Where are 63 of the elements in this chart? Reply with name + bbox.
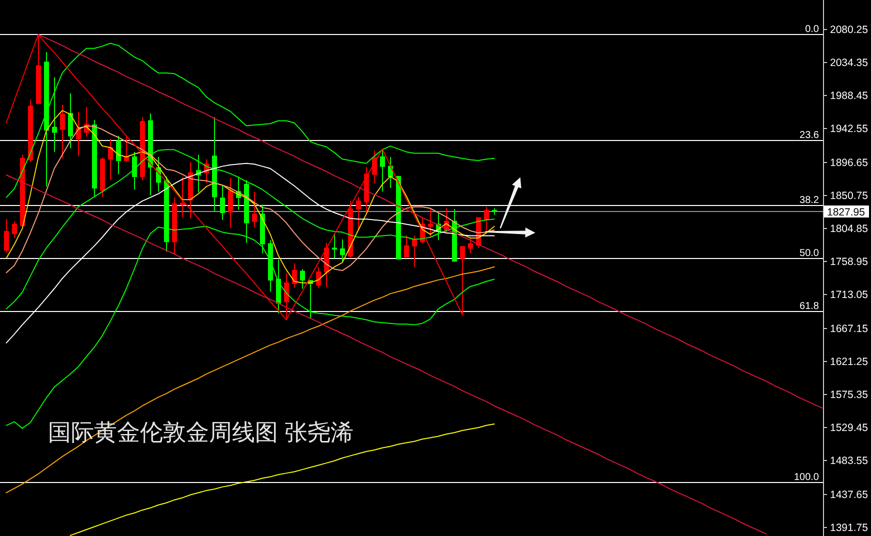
candlestick — [252, 191, 257, 228]
candlestick — [308, 279, 313, 320]
y-tick-label: 1621.25 — [830, 356, 868, 368]
candlestick — [76, 112, 81, 157]
line-series — [70, 423, 495, 536]
y-tick-label: 1804.85 — [830, 223, 868, 236]
y-tick-label: 1437.65 — [830, 489, 868, 502]
candlestick — [332, 233, 337, 259]
candlestick — [52, 76, 57, 152]
candlestick — [60, 104, 65, 159]
candlestick — [228, 177, 233, 228]
candlestick — [340, 238, 345, 262]
line-series — [6, 42, 495, 198]
y-tick-label: 1942.55 — [830, 123, 868, 136]
y-tick-label: 1391.75 — [830, 522, 868, 534]
y-tick-label: 1667.15 — [830, 323, 868, 336]
candlestick — [188, 161, 193, 219]
y-tick-label: 1758.95 — [830, 256, 868, 268]
candlestick — [356, 196, 361, 230]
ref-line-label: 1827.95 — [827, 206, 866, 218]
candlestick — [484, 206, 489, 232]
line-series — [38, 34, 823, 409]
candlestick — [68, 92, 73, 149]
ref-line-label: 38.2 — [800, 195, 820, 206]
candlestick — [172, 196, 177, 256]
candlestick — [276, 259, 281, 314]
line-series — [6, 174, 767, 534]
candlestick — [100, 157, 105, 198]
y-tick-label: 1529.45 — [830, 422, 868, 434]
candlestick — [492, 208, 497, 216]
y-tick-label: 2034.35 — [830, 57, 868, 70]
ref-line-label: 0.0 — [805, 24, 820, 35]
ref-line-label: 50.0 — [800, 248, 820, 259]
candlestick — [468, 237, 473, 254]
candlestick — [180, 176, 185, 218]
candlestick — [380, 148, 385, 192]
candlestick — [4, 218, 9, 253]
candlestick — [124, 134, 129, 162]
candlestick — [12, 220, 17, 238]
ref-line-label: 100.0 — [794, 472, 820, 483]
candlestick — [412, 235, 417, 268]
y-tick-label: 1575.35 — [830, 389, 868, 402]
y-tick-label: 1896.65 — [830, 157, 868, 170]
candlestick — [44, 51, 49, 188]
candlestick — [300, 268, 305, 290]
y-tick-label: 2080.25 — [830, 24, 868, 36]
y-tick-label: 1483.55 — [830, 455, 868, 468]
candlestick — [116, 135, 121, 175]
y-tick-label: 1988.45 — [830, 90, 868, 102]
candlestick — [196, 154, 201, 193]
y-tick-label: 1713.05 — [830, 289, 868, 302]
candlestick — [108, 138, 113, 181]
y-tick-label: 1850.75 — [830, 190, 868, 202]
line-series — [6, 34, 463, 320]
candlestick — [428, 208, 433, 238]
line-series — [6, 266, 495, 494]
price-tag: 1827.95 — [824, 206, 869, 218]
ref-line-label: 23.6 — [800, 130, 820, 141]
candlestick — [220, 185, 225, 220]
candlestick — [388, 156, 393, 189]
ref-line-label: 61.8 — [800, 301, 820, 312]
candlestick — [292, 262, 297, 288]
candlestick — [404, 234, 409, 258]
